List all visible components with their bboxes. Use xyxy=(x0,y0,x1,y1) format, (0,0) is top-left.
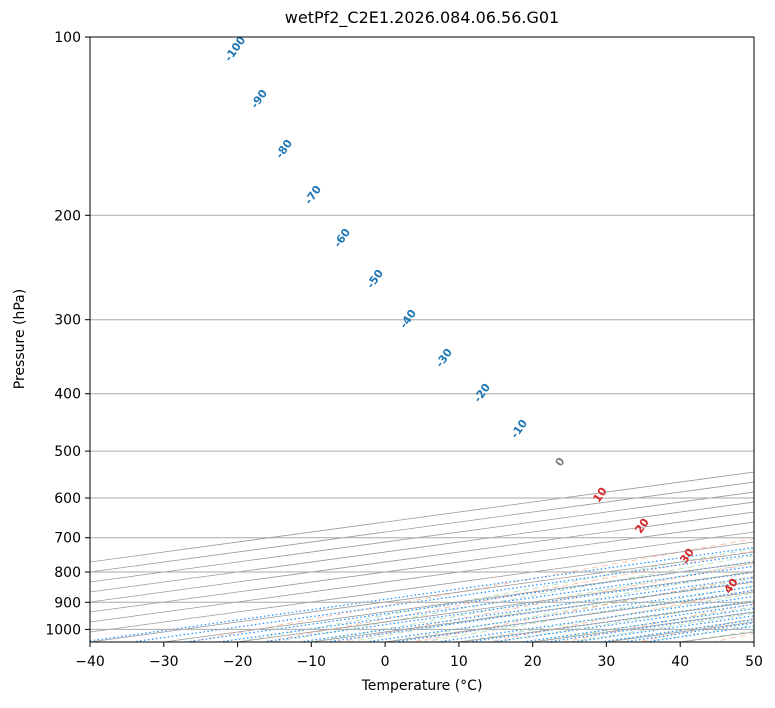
isotherm xyxy=(90,501,754,593)
x-tick-label: −10 xyxy=(297,654,327,670)
mixing-ratio-line xyxy=(436,595,754,642)
mixing-ratio-line xyxy=(492,603,754,642)
x-tick-label: −20 xyxy=(223,654,253,670)
mixing-ratio-line xyxy=(90,546,754,642)
y-axis: 100 200 300 400 500 600 700 800 900 1000 xyxy=(45,30,90,638)
x-tick-label: 40 xyxy=(671,654,689,670)
isotherm xyxy=(90,511,754,603)
isotherm xyxy=(90,491,754,583)
x-tick-label: 0 xyxy=(381,654,390,670)
mixing-ratio-line xyxy=(132,553,754,642)
y-tick-label: 500 xyxy=(54,444,81,460)
x-tick-label: 10 xyxy=(450,654,468,670)
isotherm xyxy=(90,521,754,613)
y-tick-label: 900 xyxy=(54,595,81,611)
isotherm xyxy=(753,641,754,642)
y-tick-label: 1000 xyxy=(45,622,81,638)
moist-adiabat xyxy=(348,569,754,642)
dry-adiabat xyxy=(263,550,754,642)
x-tick-label: −40 xyxy=(75,654,105,670)
y-axis-label: Pressure (hPa) xyxy=(12,288,28,390)
dry-adiabat xyxy=(188,538,754,642)
x-axis-label: Temperature (°C) xyxy=(361,678,483,694)
y-tick-label: 300 xyxy=(54,313,81,329)
y-tick-label: 700 xyxy=(54,531,81,547)
y-tick-label: 200 xyxy=(54,208,81,224)
x-axis: −40 −30 −20 −10 0 10 20 30 40 50 xyxy=(75,642,763,670)
plot-frame xyxy=(89,36,755,643)
x-tick-label: 30 xyxy=(597,654,615,670)
x-tick-label: −30 xyxy=(149,654,179,670)
y-tick-label: 100 xyxy=(54,30,81,46)
plot-area xyxy=(90,37,754,642)
mixing-ratio-line xyxy=(522,608,754,642)
grid xyxy=(90,37,754,642)
x-tick-label: 20 xyxy=(524,654,542,670)
mixing-ratio-line xyxy=(546,611,754,642)
x-tick-label: 50 xyxy=(745,654,763,670)
moist-adiabat xyxy=(421,585,754,642)
chart-title: wetPf2_C2E1.2026.084.06.56.G01 xyxy=(284,8,560,27)
y-tick-label: 400 xyxy=(54,387,81,403)
isotherm xyxy=(90,481,754,573)
isotherm xyxy=(90,531,754,623)
y-tick-label: 800 xyxy=(54,565,81,581)
isotherm xyxy=(90,471,754,563)
y-tick-label: 600 xyxy=(54,491,81,507)
dry-adiabat xyxy=(488,589,754,642)
